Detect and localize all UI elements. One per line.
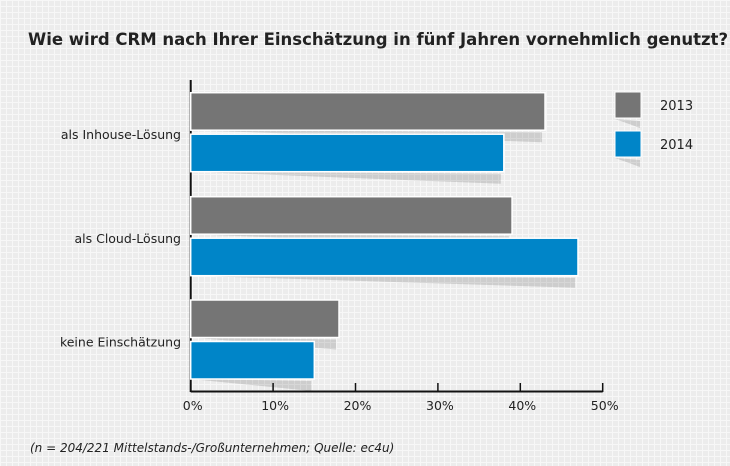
bar-shadow	[190, 171, 501, 184]
bar-2014-2	[189, 340, 316, 380]
category-label: als Cloud-Lösung	[74, 231, 181, 246]
bar-2013-2	[189, 299, 340, 339]
category-label: als Inhouse-Lösung	[61, 127, 181, 142]
legend-label: 2014	[660, 138, 693, 153]
bar-shadow	[190, 379, 312, 391]
x-tick-label: 0%	[183, 398, 203, 413]
bar-shadow	[190, 275, 575, 288]
legend-shadow	[615, 158, 640, 167]
legend-swatch-2013	[614, 91, 642, 119]
bar-2014-0	[189, 133, 505, 173]
x-tick-label: 50%	[591, 398, 619, 413]
category-label: keine Einschätzung	[60, 335, 181, 350]
x-tick-label: 40%	[508, 398, 536, 413]
bar-2013-0	[189, 91, 546, 131]
legend-swatch-2014	[614, 130, 642, 158]
bar-2014-1	[189, 237, 579, 277]
legend-label: 2013	[660, 99, 693, 114]
legend-shadow	[615, 119, 640, 128]
bar-2013-1	[189, 195, 513, 235]
x-tick-label: 30%	[426, 398, 454, 413]
chart-title: Wie wird CRM nach Ihrer Einschätzung in …	[28, 30, 729, 49]
x-tick-label: 10%	[261, 398, 289, 413]
x-tick-label: 20%	[344, 398, 372, 413]
bar-shadow	[190, 130, 543, 143]
footnote: (n = 204/221 Mittelstands-/Großunternehm…	[30, 441, 395, 455]
